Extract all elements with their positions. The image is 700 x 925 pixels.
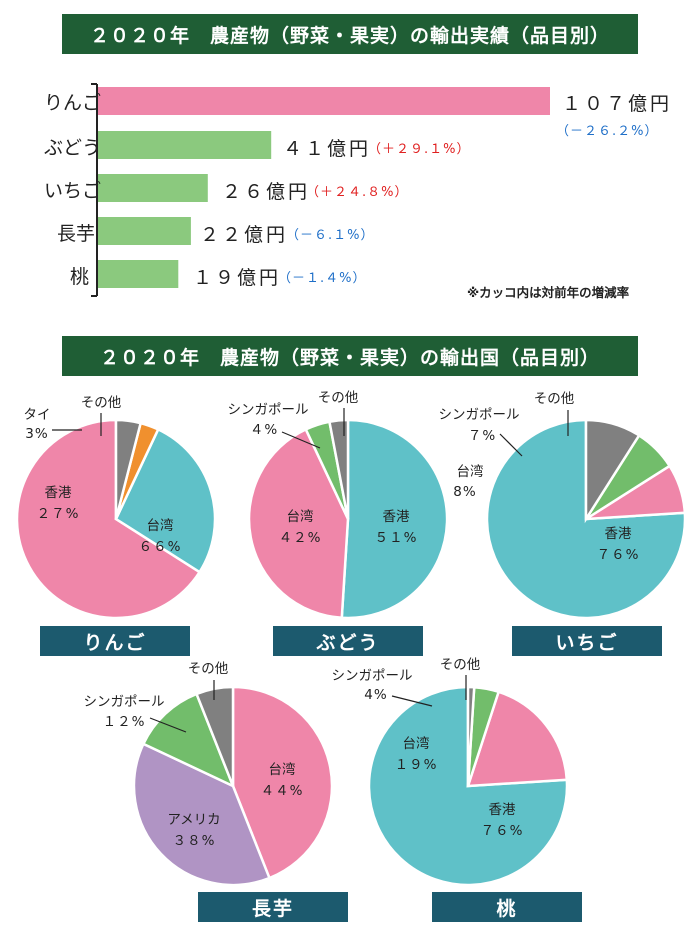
pie-slice-peach-1 [466,690,569,788]
pie-slice-apple-0 [15,418,202,620]
category-label-peach: 桃 [70,266,90,288]
slice-label-grape-1: 台湾 [287,508,314,525]
slice-label-apple-2: タイ [24,407,51,423]
slice-label-yam-2: シンガポール [84,694,165,710]
slice-label-peach-3: その他 [440,657,481,673]
slice-value-peach-1: １９% [395,757,438,773]
slice-label-strawberry-3: その他 [534,391,575,407]
pie-slice-grape-3 [327,418,350,520]
slice-label-yam-3: その他 [188,661,229,677]
slice-label-yam-1: アメリカ [167,812,220,828]
slice-label-apple-3: その他 [81,395,122,411]
pie-slice-yam-2 [141,692,236,789]
slice-value-apple-1: ２７% [37,506,80,522]
slice-value-strawberry-1: 8% [453,484,476,500]
pie-slice-grape-0 [340,418,449,620]
value-label-yam: ２２億円 [200,224,289,246]
slice-value-apple-0: ６６% [139,539,182,555]
slice-value-peach-2: 4% [364,687,387,703]
slice-label-strawberry-1: 台湾 [457,463,484,480]
bar-strawberry [98,174,208,202]
slice-value-peach-0: ７６% [481,823,524,839]
pie-slice-strawberry-3 [584,418,641,524]
pie-label-peach: 桃 [432,892,582,922]
pie-label-grape: ぶどう [273,626,423,656]
slice-value-grape-0: ５１% [375,530,418,546]
slice-value-grape-2: ４% [250,422,278,438]
pie-slice-peach-3 [466,685,476,787]
pie-label-yam: 長芋 [198,892,348,922]
category-label-yam: 長芋 [57,223,96,245]
leader-line-yam-2 [149,717,187,733]
pie-label-strawberry: いちご [512,626,662,656]
footnote: ※カッコ内は対前年の増減率 [467,285,630,300]
leader-line-strawberry-2 [499,433,523,457]
category-label-grape: ぶどう [44,137,102,159]
leader-line-grape-2 [281,431,321,449]
slice-label-peach-0: 香港 [489,802,517,818]
slice-label-strawberry-0: 香港 [605,526,633,542]
pie-slice-grape-1 [247,427,350,620]
change-label-strawberry: （＋２４.８%） [306,185,409,200]
change-label-grape: （＋２９.１%） [368,142,471,157]
slice-label-grape-2: シンガポール [228,402,309,418]
bar-chart [91,83,550,297]
category-label-apple: りんご [44,92,102,114]
slice-value-strawberry-0: ７６% [597,547,640,563]
slice-label-apple-0: 台湾 [147,517,174,534]
slice-label-strawberry-2: シンガポール [439,407,520,423]
slice-value-apple-2: 3% [25,426,48,442]
bar-apple [98,87,550,115]
value-label-grape: ４１億円 [283,138,372,160]
slice-label-grape-3: その他 [318,390,359,406]
slice-value-strawberry-2: ７% [468,428,496,444]
slice-value-yam-2: １２% [103,714,146,730]
bar-peach [98,260,179,288]
slice-label-grape-0: 香港 [383,509,410,525]
value-label-peach: １９億円 [193,267,282,289]
pie-slice-yam-0 [231,685,334,880]
slice-label-yam-0: 台湾 [269,761,296,778]
category-label-strawberry: いちご [44,180,102,202]
slice-value-yam-1: ３８% [173,833,216,849]
pie-slice-yam-1 [132,742,272,887]
slice-value-grape-1: ４２% [279,530,322,546]
pie-label-apple: りんご [40,626,190,656]
value-label-strawberry: ２６億円 [222,181,311,203]
bar-grape [98,131,272,159]
pie-chart-title: ２０２０年 農産物（野菜・果実）の輸出国（品目別） [62,336,638,376]
change-label-apple: （－２６.２%） [556,124,659,139]
change-label-yam: （－６.１%） [286,228,375,243]
slice-label-peach-1: 台湾 [403,735,430,752]
slice-value-yam-0: ４４% [261,783,304,799]
change-label-peach: （－１.４%） [278,271,367,286]
slice-label-apple-1: 香港 [45,485,72,501]
slice-label-peach-2: シンガポール [332,668,413,684]
bar-yam [98,217,191,245]
pie-slice-apple-3 [114,418,143,520]
pie-slice-apple-1 [114,427,217,574]
value-label-apple: １０７億円 [562,93,673,115]
leader-line-peach-2 [391,695,433,707]
bar-chart-title: ２０２０年 農産物（野菜・果実）の輸出実績（品目別） [62,14,638,54]
